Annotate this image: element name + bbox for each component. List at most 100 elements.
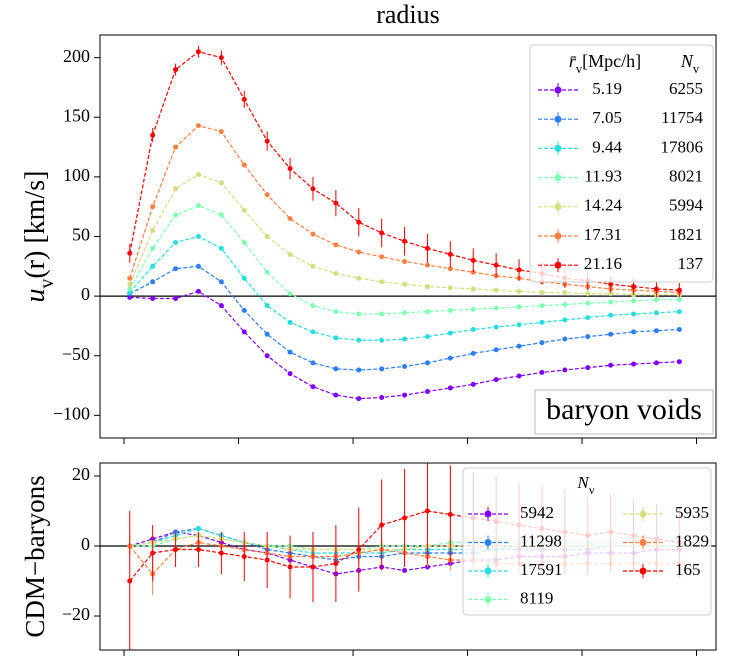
legend-marker: [484, 596, 492, 603]
legend-label: 5935: [675, 503, 709, 522]
data-point: [470, 306, 476, 312]
data-point: [287, 291, 293, 297]
data-point: [516, 373, 522, 379]
legend-marker: [554, 232, 562, 240]
data-point: [264, 234, 270, 239]
data-point: [653, 328, 659, 334]
data-point: [676, 309, 682, 315]
legend-label: 5942: [520, 503, 554, 522]
data-point: [356, 219, 362, 225]
data-point: [653, 286, 659, 292]
data-point: [310, 329, 316, 335]
data-point: [539, 340, 545, 346]
data-point: [516, 322, 522, 328]
data-point: [150, 296, 156, 301]
data-point: [310, 564, 316, 570]
data-point: [333, 242, 339, 248]
data-point: [631, 361, 637, 367]
y-tick-label: 200: [63, 46, 90, 66]
legend-marker: [554, 174, 562, 182]
data-point: [402, 515, 408, 521]
data-point: [493, 305, 499, 311]
data-point: [173, 144, 179, 150]
data-point: [264, 138, 270, 144]
data-point: [493, 347, 499, 353]
axes-frame: [99, 462, 717, 651]
legend-label: 9.44: [592, 137, 622, 156]
legend-marker: [639, 510, 647, 518]
data-point: [241, 96, 247, 102]
y-tick-label: 0: [81, 284, 90, 304]
data-point: [333, 335, 339, 341]
data-point: [127, 294, 133, 300]
legend-box: [529, 44, 714, 283]
data-point: [310, 303, 316, 309]
data-point: [470, 327, 476, 332]
data-point: [608, 362, 614, 368]
data-point: [333, 309, 339, 315]
y-tick-label: 150: [63, 105, 90, 125]
data-point: [241, 307, 247, 313]
y-axis-label-part: (r) [km/s]: [20, 171, 51, 279]
data-point: [218, 550, 224, 556]
y-tick-label: 100: [63, 165, 90, 185]
data-point: [264, 269, 270, 275]
data-point: [241, 162, 247, 168]
data-point: [379, 279, 385, 285]
data-point: [516, 288, 522, 294]
data-point: [287, 319, 293, 325]
data-point: [241, 554, 247, 559]
legend-count: 17806: [661, 137, 704, 156]
data-point: [195, 263, 201, 269]
data-point: [241, 329, 247, 335]
data-point: [516, 343, 522, 349]
data-point: [333, 392, 339, 398]
data-point: [379, 337, 385, 343]
axes-frame: [99, 34, 717, 439]
legend-header-part: [Mpc/h]: [582, 51, 641, 71]
data-point: [241, 239, 247, 245]
data-point: [241, 275, 247, 281]
legend-label: 11298: [520, 531, 562, 550]
data-point: [356, 311, 362, 317]
data-point: [173, 546, 179, 552]
data-point: [356, 275, 362, 281]
data-point: [195, 49, 201, 55]
data-point: [356, 367, 362, 373]
data-point: [127, 290, 133, 296]
data-point: [150, 204, 156, 210]
data-point: [562, 336, 568, 342]
data-point: [470, 350, 476, 356]
y-axis-label-part: v: [37, 278, 58, 288]
data-point: [218, 279, 224, 285]
data-point: [676, 327, 682, 332]
data-point: [631, 298, 637, 304]
data-point: [264, 557, 270, 563]
data-point: [539, 369, 545, 375]
legend-label: 1829: [675, 531, 709, 550]
data-point: [195, 288, 201, 294]
data-point: [562, 290, 568, 296]
data-point: [562, 301, 568, 307]
data-point: [379, 311, 385, 317]
data-point: [653, 310, 659, 316]
data-point: [585, 291, 591, 297]
data-point: [402, 310, 408, 316]
data-point: [127, 275, 133, 281]
data-point: [127, 281, 133, 287]
data-point: [653, 360, 659, 366]
data-point: [310, 231, 316, 237]
legend-label: 165: [675, 560, 701, 579]
data-point: [218, 55, 224, 61]
legend-header: Nv: [576, 473, 594, 497]
legend-count: 11754: [661, 108, 703, 127]
data-point: [173, 266, 179, 272]
data-point: [608, 291, 614, 297]
data-point: [287, 251, 293, 257]
legend-count: 137: [678, 254, 704, 273]
data-point: [195, 203, 201, 208]
data-point: [676, 287, 682, 293]
data-point: [195, 234, 201, 239]
data-point: [195, 546, 201, 552]
legend-marker: [554, 261, 562, 269]
